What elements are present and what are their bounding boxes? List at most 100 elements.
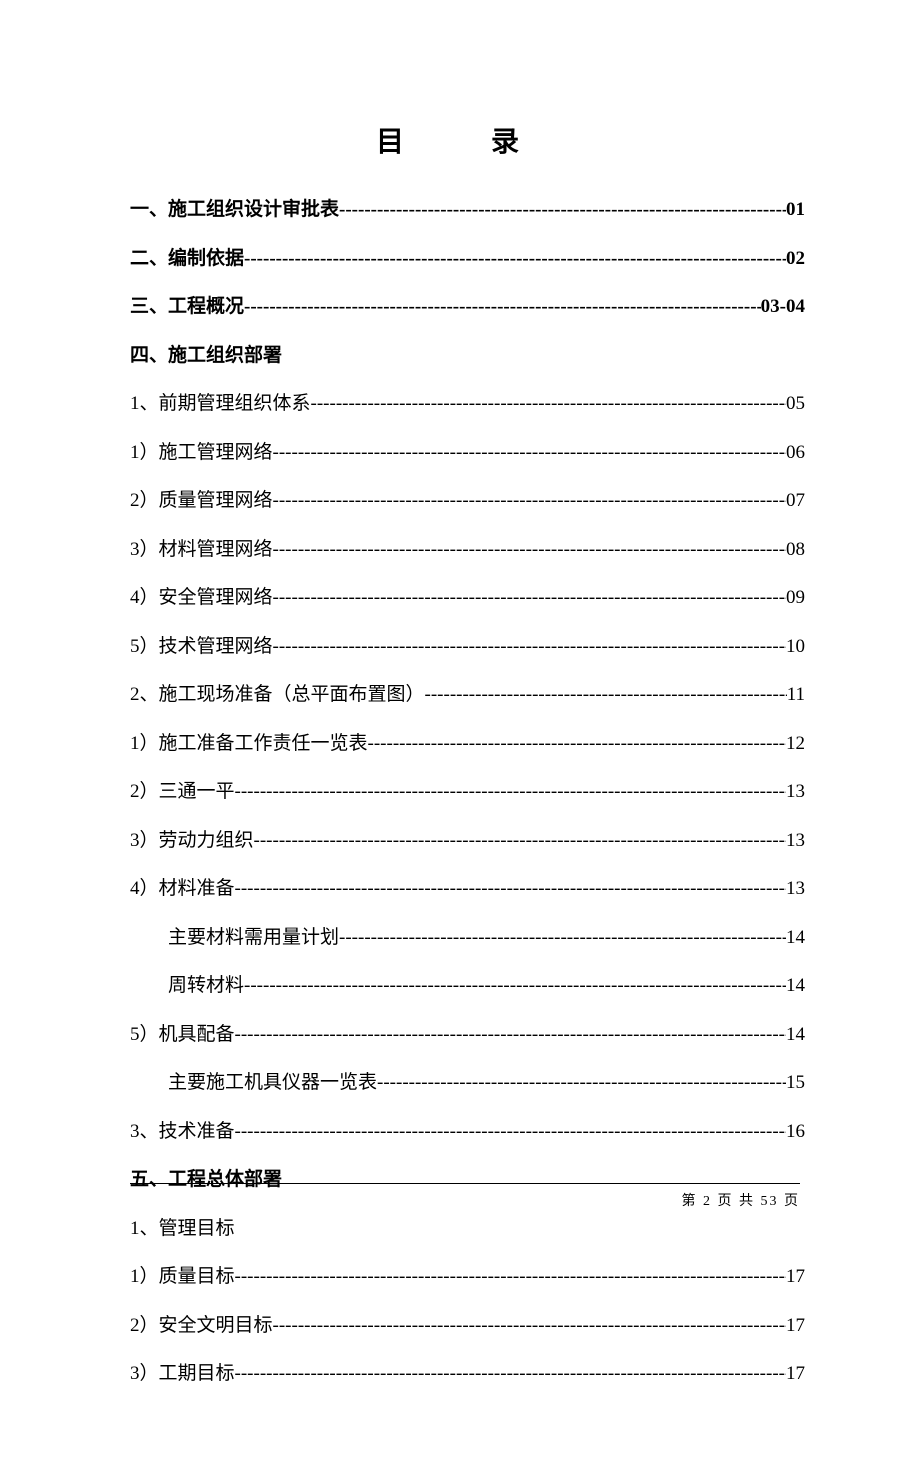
toc-entry: 4）材料准备----------------------------------… <box>130 875 805 904</box>
toc-leader: ----------------------------------------… <box>244 293 761 322</box>
toc-leader: ----------------------------------------… <box>235 875 786 904</box>
toc-entry-label: 1）质量目标 <box>130 1263 235 1292</box>
toc-entry-page: 17 <box>786 1263 805 1292</box>
toc-entry-page: 02 <box>786 245 805 274</box>
toc-entry-label: 主要材料需用量计划 <box>168 924 339 953</box>
toc-entry-label: 1）施工管理网络 <box>130 439 273 468</box>
toc-leader: ----------------------------------------… <box>254 827 786 856</box>
toc-leader: ----------------------------------------… <box>235 1118 786 1147</box>
toc-leader: ----------------------------------------… <box>273 487 786 516</box>
toc-entry-label: 1、管理目标 <box>130 1215 235 1244</box>
toc-entry-page: 14 <box>786 972 805 1001</box>
toc-entry-page: 13 <box>786 778 805 807</box>
toc-entry: 5）机具配备----------------------------------… <box>130 1021 805 1050</box>
footer-current: 2 <box>703 1194 712 1209</box>
footer-mid: 页 共 <box>712 1194 761 1209</box>
toc-entry-label: 三、工程概况 <box>130 293 244 322</box>
toc-leader: ----------------------------------------… <box>244 972 786 1001</box>
toc-entry: 3）工期目标----------------------------------… <box>130 1360 805 1389</box>
toc-entry: 5）技术管理网络--------------------------------… <box>130 633 805 662</box>
toc-entry-page: 06 <box>786 439 805 468</box>
toc-leader: ----------------------------------------… <box>273 1312 786 1341</box>
toc-leader: ----------------------------------------… <box>339 924 786 953</box>
toc-entry: 3、技术准备----------------------------------… <box>130 1118 805 1147</box>
toc-entry: 1、管理目标 <box>130 1215 805 1244</box>
toc-entry-label: 2、施工现场准备（总平面布置图） <box>130 681 425 710</box>
toc-leader: ----------------------------------------… <box>273 584 786 613</box>
toc-entry-label: 周转材料 <box>168 972 244 1001</box>
toc-entry-label: 五、工程总体部署 <box>130 1166 282 1195</box>
toc-leader: ----------------------------------------… <box>273 633 786 662</box>
toc-entry-page: 13 <box>786 827 805 856</box>
toc-entry-page: 08 <box>786 536 805 565</box>
toc-leader: ----------------------------------------… <box>425 681 787 710</box>
footer-suffix: 页 <box>779 1194 801 1209</box>
toc-entry-label: 4）安全管理网络 <box>130 584 273 613</box>
toc-entry: 四、施工组织部署 <box>130 342 805 371</box>
toc-leader: ----------------------------------------… <box>235 778 786 807</box>
toc-leader: ----------------------------------------… <box>311 390 786 419</box>
toc-entry: 1）施工管理网络--------------------------------… <box>130 439 805 468</box>
toc-entry-label: 3、技术准备 <box>130 1118 235 1147</box>
toc-entry-label: 3）工期目标 <box>130 1360 235 1389</box>
toc-entry: 4）安全管理网络--------------------------------… <box>130 584 805 613</box>
footer-prefix: 第 <box>682 1194 704 1209</box>
toc-entry-label: 2）安全文明目标 <box>130 1312 273 1341</box>
toc-entry-page: 03-04 <box>761 293 805 322</box>
toc-leader: ----------------------------------------… <box>235 1263 786 1292</box>
toc-entry-page: 14 <box>786 1021 805 1050</box>
toc-entry-page: 15 <box>786 1069 805 1098</box>
toc-leader: ----------------------------------------… <box>235 1021 786 1050</box>
toc-entry: 三、工程概况----------------------------------… <box>130 293 805 322</box>
toc-title: 目 录 <box>130 120 805 160</box>
toc-entry-label: 主要施工机具仪器一览表 <box>168 1069 377 1098</box>
toc-entry-label: 5）机具配备 <box>130 1021 235 1050</box>
footer-rule <box>130 1183 800 1184</box>
toc-entry-page: 10 <box>786 633 805 662</box>
toc-entry-page: 17 <box>786 1360 805 1389</box>
toc-leader: ----------------------------------------… <box>235 1360 786 1389</box>
toc-entry: 2）质量管理网络--------------------------------… <box>130 487 805 516</box>
toc-leader: ----------------------------------------… <box>377 1069 786 1098</box>
toc-entry-label: 5）技术管理网络 <box>130 633 273 662</box>
toc-entry-label: 4）材料准备 <box>130 875 235 904</box>
toc-entry-label: 1）施工准备工作责任一览表 <box>130 730 368 759</box>
toc-leader: ----------------------------------------… <box>339 196 786 225</box>
document-page: 目 录 一、施工组织设计审批表-------------------------… <box>0 0 920 1469</box>
toc-entry-page: 14 <box>786 924 805 953</box>
toc-entry: 2、施工现场准备（总平面布置图）------------------------… <box>130 681 805 710</box>
toc-entry-label: 3）材料管理网络 <box>130 536 273 565</box>
toc-entry-page: 05 <box>786 390 805 419</box>
toc-leader: ----------------------------------------… <box>273 536 786 565</box>
toc-entry-label: 1、前期管理组织体系 <box>130 390 311 419</box>
toc-entry-label: 四、施工组织部署 <box>130 342 282 371</box>
toc-entry-page: 13 <box>786 875 805 904</box>
toc-entry-page: 09 <box>786 584 805 613</box>
toc-entry: 主要材料需用量计划-------------------------------… <box>130 924 805 953</box>
toc-entry-label: 2）质量管理网络 <box>130 487 273 516</box>
toc-entry: 1）施工准备工作责任一览表---------------------------… <box>130 730 805 759</box>
toc-entry-label: 二、编制依据 <box>130 245 244 274</box>
toc-entry: 二、编制依据----------------------------------… <box>130 245 805 274</box>
toc-entry: 3）劳动力组织---------------------------------… <box>130 827 805 856</box>
toc-entry-page: 11 <box>787 681 805 710</box>
toc-entry-label: 3）劳动力组织 <box>130 827 254 856</box>
toc-entry-page: 01 <box>786 196 805 225</box>
toc-entry-label: 一、施工组织设计审批表 <box>130 196 339 225</box>
toc-entry: 周转材料------------------------------------… <box>130 972 805 1001</box>
toc-leader: ----------------------------------------… <box>368 730 786 759</box>
toc-entry: 一、施工组织设计审批表-----------------------------… <box>130 196 805 225</box>
toc-leader: ----------------------------------------… <box>273 439 786 468</box>
toc-entry: 主要施工机具仪器一览表-----------------------------… <box>130 1069 805 1098</box>
toc-entry: 1、前期管理组织体系------------------------------… <box>130 390 805 419</box>
toc-entry: 1）质量目标----------------------------------… <box>130 1263 805 1292</box>
toc-entry-page: 16 <box>786 1118 805 1147</box>
toc-leader: ----------------------------------------… <box>244 245 786 274</box>
toc-entry: 2）三通一平----------------------------------… <box>130 778 805 807</box>
toc-entry-label: 2）三通一平 <box>130 778 235 807</box>
toc-entry-page: 17 <box>786 1312 805 1341</box>
toc-entry: 2）安全文明目标--------------------------------… <box>130 1312 805 1341</box>
toc-entry-page: 12 <box>786 730 805 759</box>
page-footer: 第 2 页 共 53 页 <box>682 1190 801 1210</box>
footer-total: 53 <box>761 1194 779 1209</box>
